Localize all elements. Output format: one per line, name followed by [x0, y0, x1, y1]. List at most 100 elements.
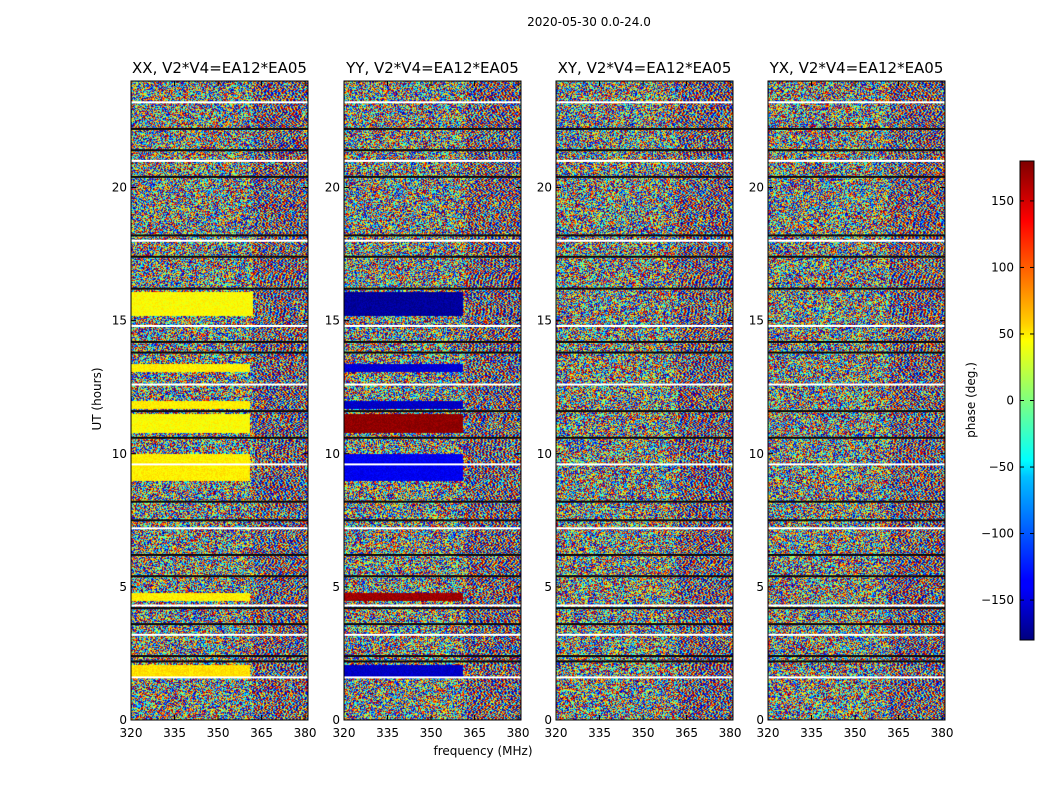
flagged-row	[768, 239, 945, 242]
flagged-row	[344, 436, 521, 439]
flagged-row	[768, 234, 945, 237]
phase-heatmap	[556, 81, 733, 720]
flagged-row	[344, 553, 521, 556]
flagged-row	[131, 175, 308, 178]
flagged-row	[344, 623, 521, 626]
flagged-row	[131, 655, 308, 658]
flagged-row	[556, 655, 733, 658]
panel-frame	[555, 80, 734, 721]
flagged-row	[556, 463, 733, 466]
flagged-row	[556, 410, 733, 413]
y-tick-label: 20	[749, 181, 764, 195]
panel-2: YY, V2*V4=EA12*EA05 320 335 350 365 380 0 5 10 15…	[325, 59, 530, 740]
flagged-row	[768, 340, 945, 343]
x-tick-label: 380	[294, 726, 317, 740]
flagged-row	[344, 175, 521, 178]
flagged-row	[131, 410, 308, 413]
flagged-row	[556, 340, 733, 343]
flagged-row	[131, 234, 308, 237]
flagged-row	[131, 527, 308, 530]
flagged-row	[768, 410, 945, 413]
y-tick-label: 5	[119, 580, 127, 594]
flagged-row	[344, 660, 521, 663]
flagged-row	[131, 101, 308, 104]
flagged-row	[768, 255, 945, 258]
flagged-row	[131, 623, 308, 626]
flagged-row	[131, 676, 308, 679]
flagged-row	[131, 660, 308, 663]
flagged-row	[556, 436, 733, 439]
x-tick-label: 320	[120, 726, 143, 740]
x-tick-label: 350	[632, 726, 655, 740]
flagged-row	[344, 255, 521, 258]
flagged-row	[131, 324, 308, 327]
panel-frame	[767, 80, 946, 721]
flagged-row	[344, 633, 521, 636]
flagged-row	[556, 351, 733, 354]
x-tick-label: 380	[719, 726, 742, 740]
flagged-row	[556, 127, 733, 130]
y-tick-label: 0	[119, 713, 127, 727]
phase-heatmap	[768, 81, 945, 720]
x-tick-label: 335	[163, 726, 186, 740]
flagged-row	[556, 287, 733, 290]
y-tick-label: 10	[749, 447, 764, 461]
flagged-row	[556, 604, 733, 607]
flagged-row	[131, 159, 308, 162]
flagged-row	[131, 255, 308, 258]
flagged-row	[344, 604, 521, 607]
flagged-row	[131, 607, 308, 610]
y-tick-label: 20	[537, 181, 552, 195]
flagged-row	[556, 527, 733, 530]
x-tick-label: 320	[757, 726, 780, 740]
flagged-row	[131, 149, 308, 152]
flagged-row	[768, 604, 945, 607]
y-tick-label: 15	[537, 314, 552, 328]
flagged-row	[344, 234, 521, 237]
panel-frame	[130, 80, 309, 721]
y-tick-label: 15	[325, 314, 340, 328]
flagged-row	[768, 324, 945, 327]
flagged-row	[556, 255, 733, 258]
flagged-row	[344, 500, 521, 503]
flagged-row	[131, 383, 308, 386]
flagged-row	[768, 623, 945, 626]
flagged-row	[344, 287, 521, 290]
colorbar-tick-label: −50	[989, 460, 1014, 474]
flagged-row	[556, 149, 733, 152]
panel-title: YY, V2*V4=EA12*EA05	[345, 59, 519, 77]
colorbar-ticks: 150 100 50 0 −50 −100 −150	[981, 194, 1034, 607]
flagged-row	[344, 351, 521, 354]
x-tick-label: 335	[588, 726, 611, 740]
flagged-row	[344, 324, 521, 327]
y-tick-label: 10	[112, 447, 127, 461]
y-tick-label: 20	[112, 181, 127, 195]
flagged-row	[344, 463, 521, 466]
colorbar: 150 100 50 0 −50 −100 −150 phase (deg.)	[964, 160, 1035, 641]
x-tick-label: 365	[250, 726, 273, 740]
x-tick-label: 350	[207, 726, 230, 740]
panel-frame	[343, 80, 522, 721]
y-tick-label: 5	[332, 580, 340, 594]
panels-group: XX, V2*V4=EA12*EA05 320 335 350 365 380 0 5 10 15…	[112, 59, 954, 740]
flagged-row	[131, 500, 308, 503]
y-tick-label: 10	[537, 447, 552, 461]
flagged-row	[556, 607, 733, 610]
flagged-row	[131, 239, 308, 242]
flagged-row	[768, 655, 945, 658]
x-tick-label: 320	[333, 726, 356, 740]
flagged-row	[768, 101, 945, 104]
x-tick-label: 320	[545, 726, 568, 740]
flagged-row	[344, 655, 521, 658]
colorbar-tick-label: −100	[981, 527, 1014, 541]
panel-3: XY, V2*V4=EA12*EA05 320 335 350 365 380 0 5 10 15…	[537, 59, 742, 740]
flagged-row	[344, 101, 521, 104]
flagged-row	[768, 676, 945, 679]
flagged-row	[344, 127, 521, 130]
y-tick-label: 0	[332, 713, 340, 727]
flagged-row	[556, 575, 733, 578]
phase-heatmap	[344, 81, 521, 720]
x-tick-label: 365	[463, 726, 486, 740]
flagged-row	[556, 623, 733, 626]
flagged-row	[556, 239, 733, 242]
